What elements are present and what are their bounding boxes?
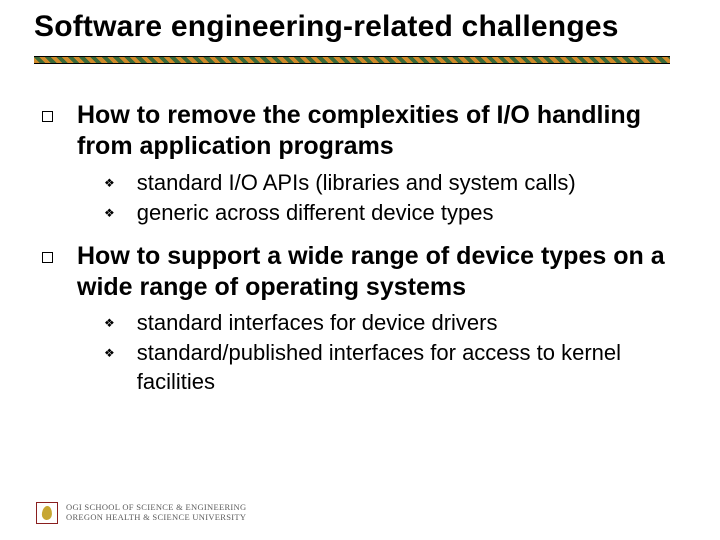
diamond-bullet-icon: ❖ — [104, 169, 115, 197]
sublist-item-text: generic across different device types — [137, 199, 494, 227]
list-item-text: How to remove the complexities of I/O ha… — [77, 100, 682, 163]
sublist-item: ❖ generic across different device types — [104, 199, 682, 227]
diamond-bullet-icon: ❖ — [104, 199, 115, 227]
square-bullet-icon — [42, 111, 53, 122]
diamond-bullet-icon: ❖ — [104, 339, 115, 367]
sublist-item-text: standard/published interfaces for access… — [137, 339, 682, 395]
content-body: How to remove the complexities of I/O ha… — [42, 100, 682, 410]
sublist-item: ❖ standard/published interfaces for acce… — [104, 339, 682, 395]
institution-text: OGI SCHOOL OF SCIENCE & ENGINEERING OREG… — [66, 503, 246, 523]
flame-icon — [41, 506, 52, 521]
footer: OGI SCHOOL OF SCIENCE & ENGINEERING OREG… — [36, 502, 246, 524]
list-item-text: How to support a wide range of device ty… — [77, 241, 682, 304]
sublist-item-text: standard interfaces for device drivers — [137, 309, 498, 337]
institution-logo-icon — [36, 502, 58, 524]
sublist-item: ❖ standard interfaces for device drivers — [104, 309, 682, 337]
institution-line2: OREGON HEALTH & SCIENCE UNIVERSITY — [66, 513, 246, 523]
sublist-item: ❖ standard I/O APIs (libraries and syste… — [104, 169, 682, 197]
sublist: ❖ standard interfaces for device drivers… — [104, 309, 682, 395]
title-rule — [34, 56, 670, 64]
diamond-bullet-icon: ❖ — [104, 309, 115, 337]
list-item: How to support a wide range of device ty… — [42, 241, 682, 304]
square-bullet-icon — [42, 252, 53, 263]
list-item: How to remove the complexities of I/O ha… — [42, 100, 682, 163]
slide: Software engineering-related challenges … — [0, 0, 720, 540]
hatched-bar — [34, 56, 670, 64]
sublist: ❖ standard I/O APIs (libraries and syste… — [104, 169, 682, 227]
slide-title: Software engineering-related challenges — [34, 10, 619, 44]
sublist-item-text: standard I/O APIs (libraries and system … — [137, 169, 576, 197]
